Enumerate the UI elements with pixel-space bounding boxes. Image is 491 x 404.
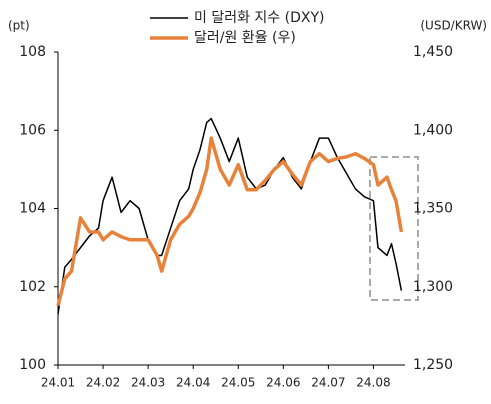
series-line [56, 136, 404, 306]
y-tick-label: 104 [19, 201, 46, 217]
y-axis-label: (pt) [8, 19, 30, 33]
legend-label: 미 달러화 지수 (DXY) [194, 10, 324, 26]
x-tick-label: 24.03 [131, 376, 165, 390]
y2-tick-label: 1,450 [413, 44, 453, 60]
y-tick-label: 102 [19, 279, 46, 295]
y2-tick-label: 1,250 [413, 357, 453, 373]
x-tick-label: 24.01 [41, 376, 75, 390]
highlight-box [369, 156, 419, 301]
x-tick-label: 24.02 [86, 376, 120, 390]
y2-axis-label: (USD/KRW) [420, 19, 487, 33]
x-tick-label: 24.06 [266, 376, 300, 390]
y2-tick-label: 1,350 [413, 201, 453, 217]
y2-tick-label: 1,400 [413, 122, 453, 138]
legend-label: 달러/원 환율 (우) [194, 30, 296, 46]
y-tick-label: 108 [19, 44, 46, 60]
y-tick-label: 100 [19, 357, 46, 373]
x-tick-label: 24.08 [356, 376, 390, 390]
series-line [57, 117, 403, 315]
y-tick-label: 106 [19, 122, 46, 138]
x-tick-label: 24.04 [176, 376, 210, 390]
x-tick-label: 24.07 [311, 376, 345, 390]
y2-tick-label: 1,300 [413, 279, 453, 295]
x-tick-label: 24.05 [221, 376, 255, 390]
